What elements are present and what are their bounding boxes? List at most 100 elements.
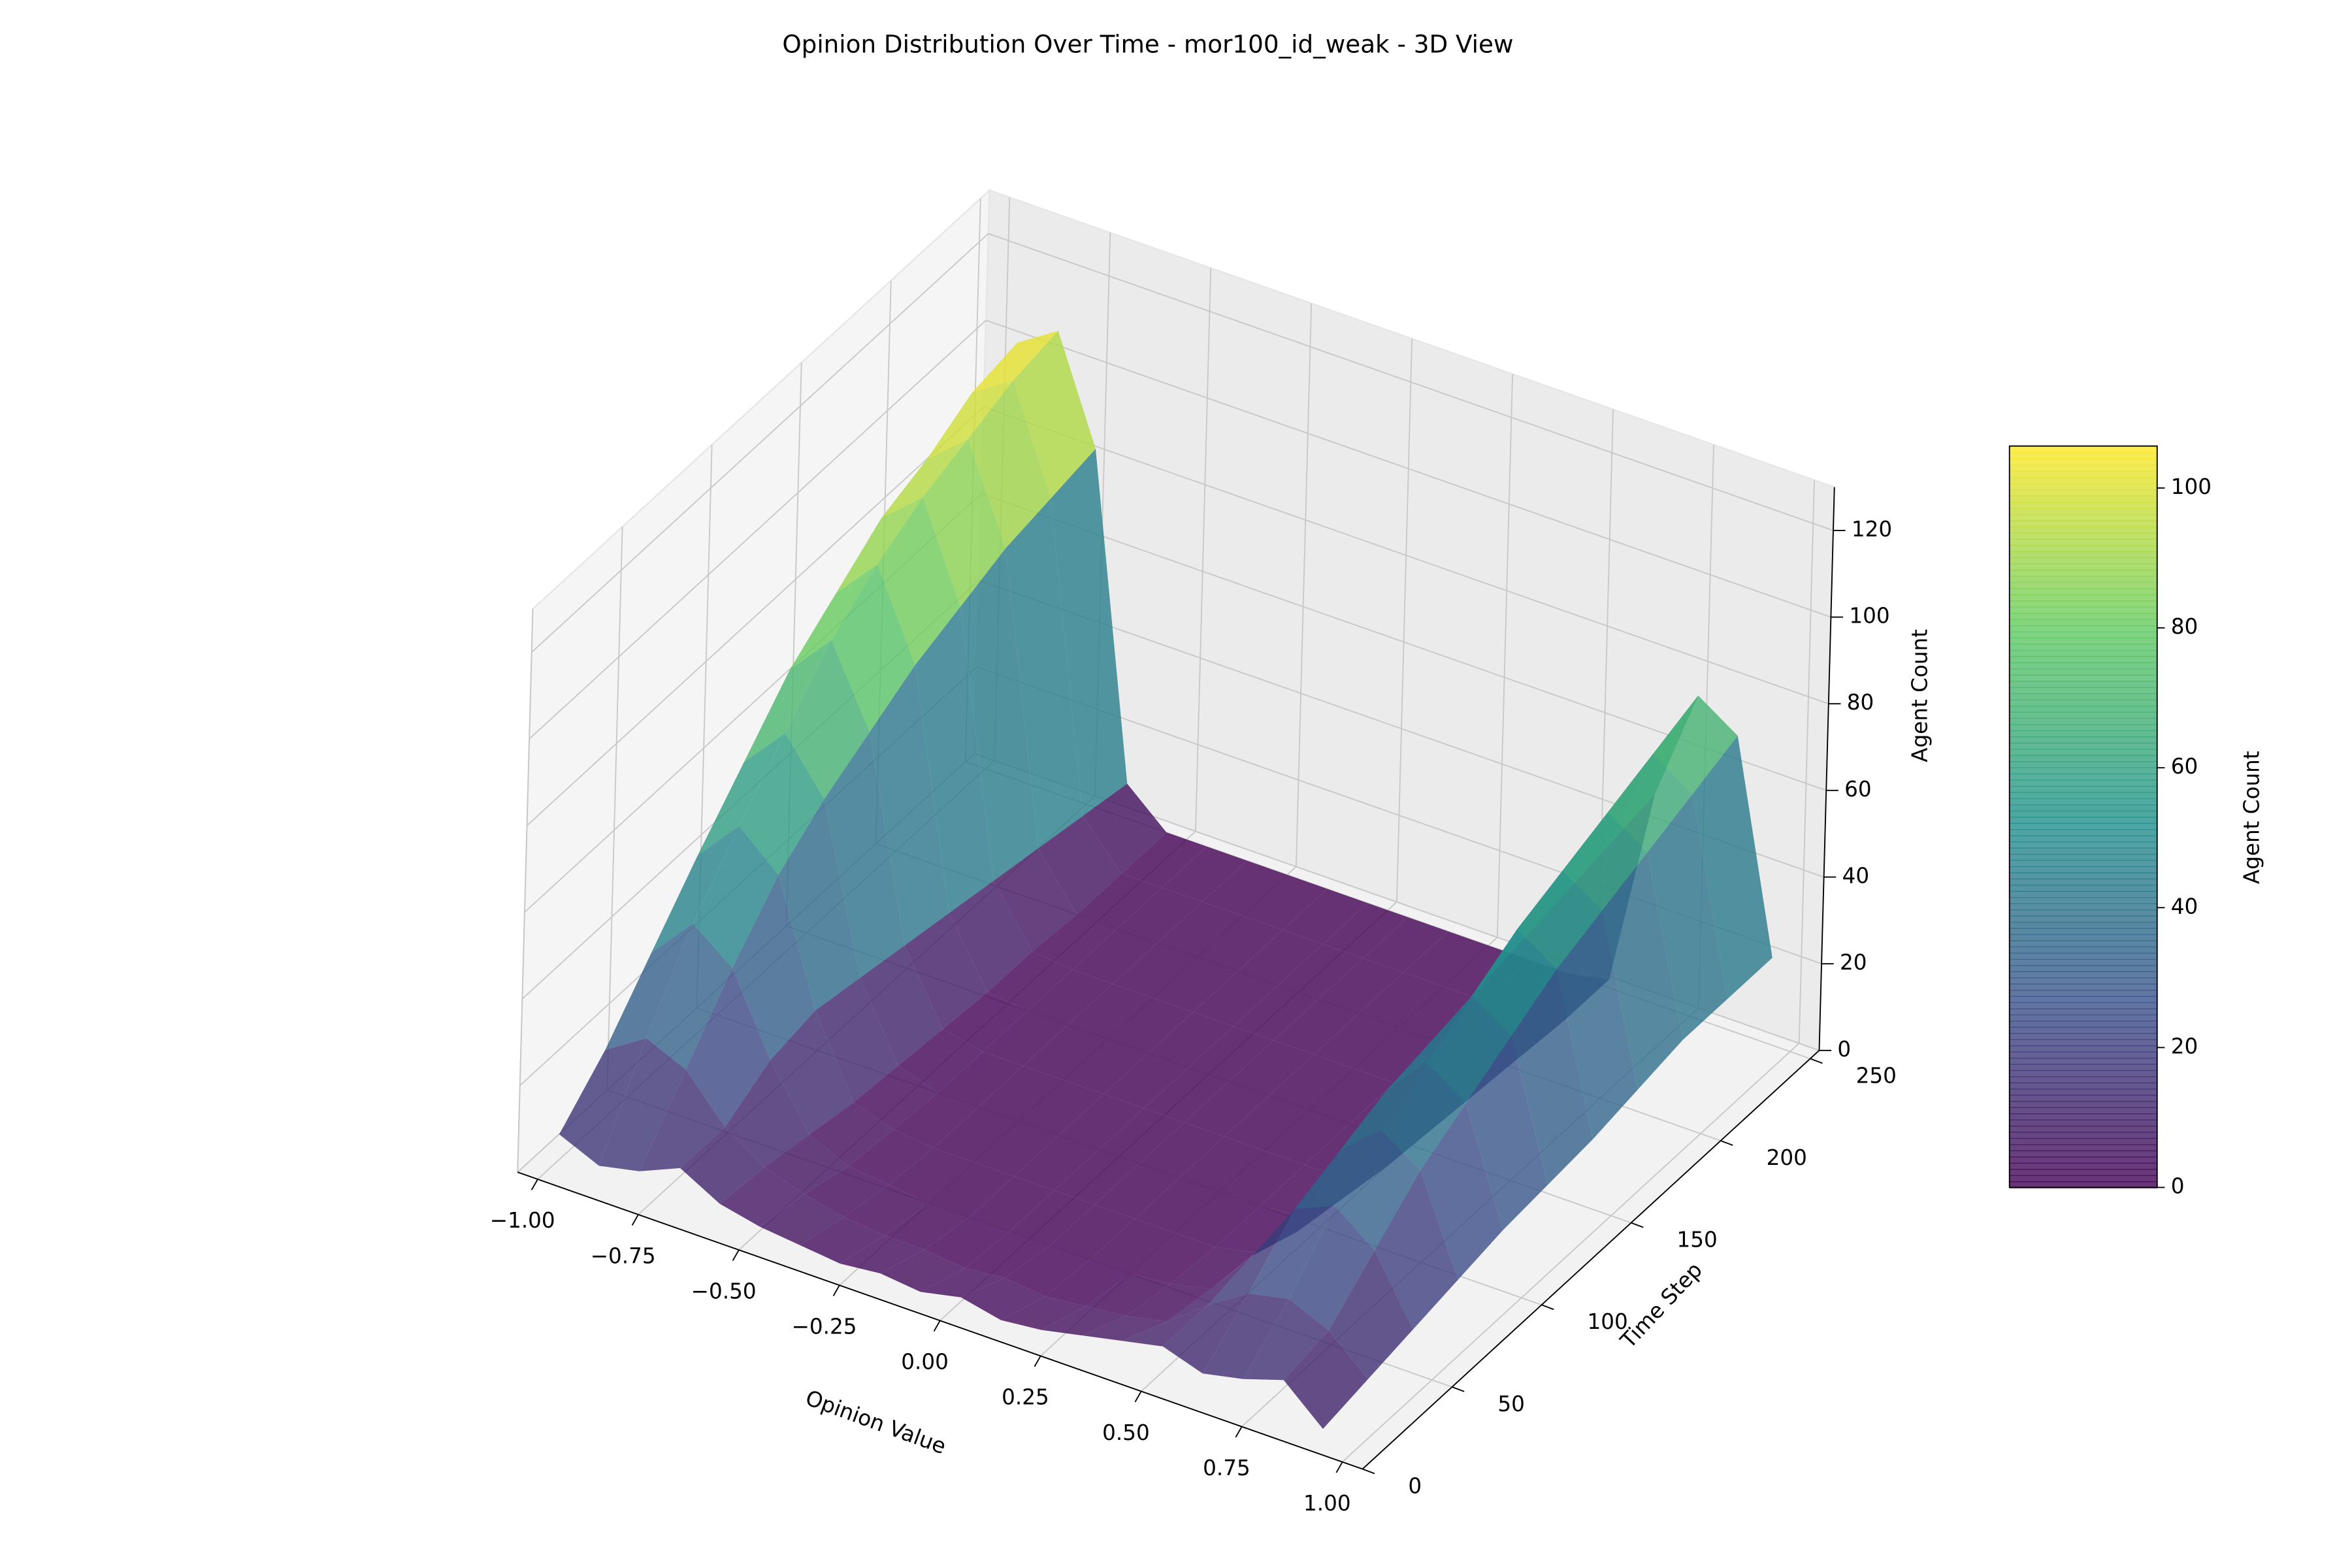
surface-cell (559, 1037, 646, 1166)
z-tick-label: 60 (1844, 777, 1872, 802)
colorbar-swatch (2009, 965, 2157, 972)
colorbar-swatch (2009, 760, 2157, 768)
surface-cell (1602, 852, 1683, 1090)
colorbar-swatch (2009, 1144, 2157, 1152)
z-tick-label: 0 (1837, 1037, 1851, 1062)
colorbar-swatch (2009, 885, 2157, 892)
surface-cell (1243, 1299, 1329, 1380)
grid-line (1496, 374, 1514, 938)
colorbar-swatch (2009, 532, 2157, 540)
surface-cell (1032, 914, 1117, 970)
colorbar-swatch (2009, 613, 2157, 620)
grid-line (1195, 268, 1212, 832)
x-tick-label: 0.25 (1002, 1385, 1049, 1410)
surface-cell (1215, 1205, 1301, 1252)
colorbar-swatch (2009, 687, 2157, 694)
colorbar-swatch (2009, 1045, 2157, 1053)
surface-cell (1099, 1108, 1184, 1164)
surface-cell (972, 331, 1058, 393)
surface-cell (880, 1249, 965, 1292)
surface-cell (881, 438, 968, 518)
tick-mark (531, 1179, 538, 1190)
colorbar-swatch (2009, 557, 2157, 564)
colorbar-swatch (2009, 736, 2157, 744)
colorbar-swatch (2009, 847, 2157, 855)
colorbar-swatch (2009, 594, 2157, 602)
colorbar-swatch (2009, 649, 2157, 657)
colorbar-swatch (2009, 1113, 2157, 1120)
x-tick-label: −0.25 (792, 1315, 857, 1339)
z-tick-label: 100 (1849, 604, 1889, 629)
colorbar-swatch (2009, 644, 2157, 651)
z-tick-label: 120 (1852, 517, 1892, 542)
surface-cell (836, 497, 923, 594)
colorbar-swatch (2009, 841, 2157, 849)
y-tick-label: 0 (1408, 1474, 1422, 1499)
colorbar-swatch (2009, 520, 2157, 528)
colorbar-swatch (2009, 1008, 2157, 1016)
axis-line (1818, 487, 1835, 1051)
colorbar-swatch (2009, 823, 2157, 830)
grid-line (517, 609, 534, 1173)
surface-cell (1207, 1209, 1295, 1305)
surface-cell (1354, 1027, 1439, 1083)
z-tick-label: 40 (1842, 863, 1870, 888)
surface-cell (1339, 1063, 1427, 1151)
surface-cell (849, 1129, 934, 1185)
colorbar-swatch (2009, 915, 2157, 923)
axis-line (1362, 1050, 1820, 1470)
tick-mark (933, 1320, 941, 1332)
surface-cell (1068, 983, 1153, 1039)
surface-cell (960, 548, 1038, 881)
colorbar-swatch (2009, 1014, 2157, 1022)
colorbar-swatch (2009, 656, 2157, 664)
colorbar-swatch (2009, 1070, 2157, 1077)
colorbar-swatch (2009, 606, 2157, 614)
surface-cell (1009, 1190, 1095, 1246)
surface-cell (860, 945, 943, 1066)
colorbar-swatch (2009, 792, 2157, 800)
surface-cell (743, 640, 832, 762)
surface-cell (1051, 449, 1128, 817)
surface-cell (1117, 887, 1203, 943)
surface-cell (898, 1028, 983, 1093)
colorbar-swatch (2009, 705, 2157, 713)
surface-cell (1399, 987, 1484, 1042)
surface-cell (924, 1217, 1010, 1269)
z-tick-label: 20 (1840, 950, 1867, 975)
colorbar-swatch (2009, 798, 2157, 806)
colorbar-tick-label: 80 (2171, 614, 2198, 639)
surface-cell (1288, 1205, 1375, 1331)
surface-cell (1081, 1316, 1167, 1341)
surface-cell (1162, 846, 1247, 902)
colorbar-frame (2008, 445, 2158, 1188)
colorbar-swatch (2009, 958, 2157, 966)
colorbar-swatch (2009, 625, 2157, 632)
colorbar-label: Agent Count (2240, 751, 2264, 884)
surface-cell (1517, 870, 1603, 970)
surface-cell (1283, 1330, 1368, 1429)
colorbar-swatch (2009, 470, 2157, 478)
colorbar-swatch (2009, 934, 2157, 941)
colorbar-swatch (2009, 452, 2157, 460)
colorbar-swatch (2009, 977, 2157, 985)
x-tick-label: 0.75 (1203, 1456, 1250, 1480)
y-tick-label: 250 (1856, 1063, 1897, 1088)
x-tick-label: 0.50 (1102, 1420, 1150, 1445)
colorbar-tick-label: 100 (2171, 474, 2212, 499)
surface-cell (1085, 1273, 1171, 1316)
colorbar-swatch (2009, 742, 2157, 750)
colorbar-swatch (2009, 724, 2157, 732)
colorbar-swatch (2009, 668, 2157, 676)
colorbar-tick-label: 0 (2171, 1173, 2185, 1198)
surface-cell (1094, 1163, 1180, 1219)
surface-cell (778, 799, 860, 1011)
colorbar-swatch (2009, 909, 2157, 917)
surface-cell (1465, 1036, 1548, 1230)
surface-cell (1556, 911, 1638, 1139)
colorbar-swatch (2009, 1137, 2157, 1145)
colorbar-swatch (2009, 526, 2157, 534)
surface-cell (1471, 929, 1557, 1037)
colorbar-swatch (2009, 872, 2157, 880)
x-tick-label: −1.00 (490, 1208, 555, 1233)
